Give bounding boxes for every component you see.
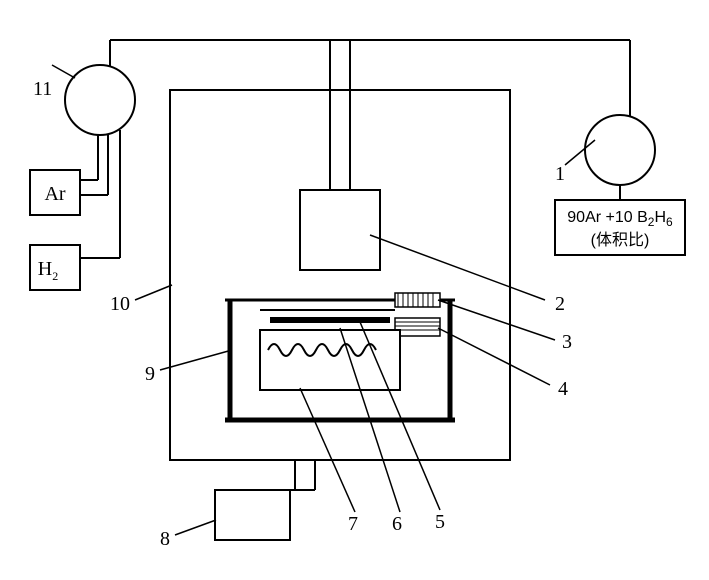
- leader-4: [438, 328, 550, 385]
- pump-box: [215, 490, 290, 540]
- leader-2: [370, 235, 545, 300]
- label-10: 10: [110, 293, 130, 315]
- leader-10: [135, 285, 172, 300]
- leader-11: [52, 65, 75, 78]
- ar-label: Ar: [44, 183, 65, 205]
- label-11: 11: [33, 78, 52, 100]
- heater-box: [260, 330, 400, 390]
- hatched-block-lower: [395, 318, 440, 336]
- valve-left: [65, 65, 135, 135]
- hatched-block-top: [395, 293, 440, 307]
- label-3: 3: [562, 331, 572, 353]
- valve-right: [585, 115, 655, 185]
- label-4: 4: [558, 378, 568, 400]
- label-6: 6: [392, 513, 402, 535]
- label-1: 1: [555, 163, 565, 185]
- label-2: 2: [555, 293, 565, 315]
- label-7: 7: [348, 513, 358, 535]
- label-9: 9: [145, 363, 155, 385]
- gas-right-line2: (体积比): [591, 231, 650, 249]
- label-5: 5: [435, 511, 445, 533]
- diagram-svg: Ar H2 90Ar +10 B2H6 (体积比) 11 1 10 9 2 3 …: [0, 0, 709, 580]
- sample-bar: [270, 317, 390, 323]
- label-8: 8: [160, 528, 170, 550]
- leader-3: [438, 300, 555, 340]
- leader-7: [300, 388, 355, 512]
- inner-top-rect: [300, 190, 380, 270]
- chamber: [170, 90, 510, 460]
- leader-8: [175, 520, 216, 535]
